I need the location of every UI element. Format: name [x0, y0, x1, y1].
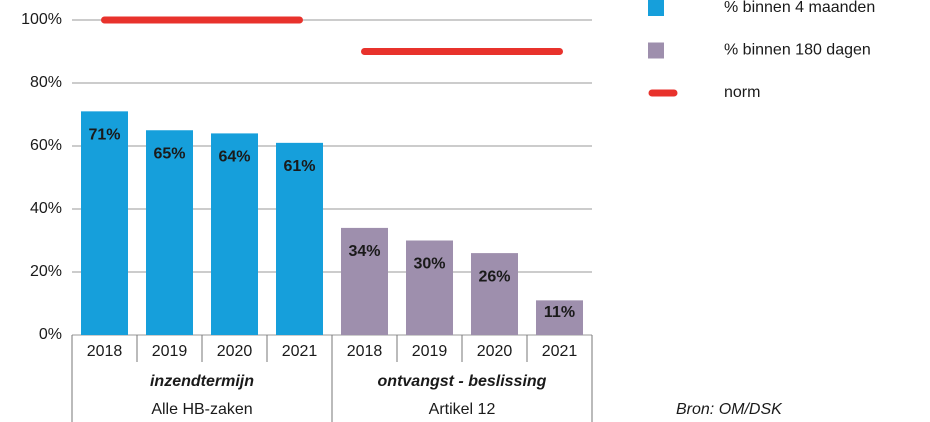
- x-tick-label: 2018: [87, 343, 123, 360]
- bar: [276, 142, 323, 335]
- value-label: 64%: [218, 149, 250, 166]
- bar: [471, 253, 518, 335]
- x-tick-label: 2019: [412, 343, 448, 360]
- legend-label: % binnen 180 dagen: [724, 42, 871, 59]
- x-tick-label: 2018: [347, 343, 383, 360]
- x-tick-label: 2020: [217, 343, 253, 360]
- y-tick-label: 0%: [39, 326, 62, 343]
- legend-swatch: [648, 42, 664, 59]
- value-label: 71%: [88, 127, 120, 144]
- value-label: 61%: [283, 158, 315, 175]
- value-label: 65%: [153, 145, 185, 162]
- x-tick-label: 2021: [542, 343, 578, 360]
- legend-swatch: [648, 0, 664, 16]
- bar: [341, 227, 388, 335]
- x-tick-label: 2021: [282, 343, 318, 360]
- group-sublabel: Artikel 12: [429, 401, 496, 418]
- y-tick-label: 60%: [30, 137, 62, 154]
- value-label: 26%: [478, 268, 510, 285]
- group-label: inzendtermijn: [150, 373, 254, 390]
- x-tick-label: 2019: [152, 343, 188, 360]
- value-label: 34%: [348, 243, 380, 260]
- y-tick-label: 100%: [21, 11, 62, 28]
- y-tick-label: 40%: [30, 200, 62, 217]
- x-tick-label: 2020: [477, 343, 513, 360]
- bar: [211, 133, 258, 335]
- legend-label: % binnen 4 maanden: [724, 0, 875, 16]
- legend-label: norm: [724, 84, 760, 101]
- bar: [81, 111, 128, 335]
- bar: [146, 130, 193, 335]
- y-tick-label: 80%: [30, 74, 62, 91]
- bar: [536, 300, 583, 335]
- source: Bron: OM/DSK: [676, 401, 783, 418]
- group-sublabel: Alle HB-zaken: [151, 401, 252, 418]
- bar: [406, 240, 453, 335]
- group-label: ontvangst - beslissing: [378, 373, 547, 390]
- y-tick-label: 20%: [30, 263, 62, 280]
- value-label: 11%: [544, 304, 575, 321]
- value-label: 30%: [413, 256, 445, 273]
